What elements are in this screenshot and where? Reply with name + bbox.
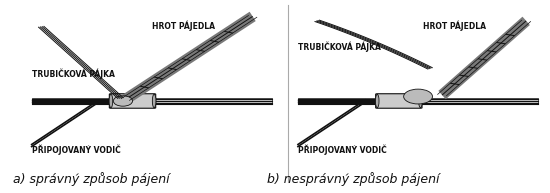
Text: a) správný způsob pájení: a) správný způsob pájení: [13, 172, 170, 186]
Bar: [298, 98, 538, 104]
Ellipse shape: [109, 94, 113, 108]
Text: HROT PÁJEDLA: HROT PÁJEDLA: [152, 21, 214, 31]
Ellipse shape: [113, 96, 133, 106]
Bar: [32, 98, 272, 104]
FancyBboxPatch shape: [109, 94, 156, 108]
Text: TRUBIČKOVÁ PÁJKA: TRUBIČKOVÁ PÁJKA: [298, 42, 381, 52]
FancyBboxPatch shape: [376, 94, 422, 108]
Ellipse shape: [376, 94, 379, 108]
Text: TRUBIČKOVÁ PÁJKA: TRUBIČKOVÁ PÁJKA: [32, 69, 114, 79]
Text: PŘIPOJOVANÝ VODIČ: PŘIPOJOVANÝ VODIČ: [32, 145, 120, 155]
Ellipse shape: [152, 94, 156, 108]
Text: b) nesprávný způsob pájení: b) nesprávný způsob pájení: [267, 172, 439, 186]
Ellipse shape: [419, 94, 422, 108]
Text: HROT PÁJEDLA: HROT PÁJEDLA: [424, 21, 486, 31]
Text: PŘIPOJOVANÝ VODIČ: PŘIPOJOVANÝ VODIČ: [298, 145, 387, 155]
Ellipse shape: [404, 89, 432, 104]
